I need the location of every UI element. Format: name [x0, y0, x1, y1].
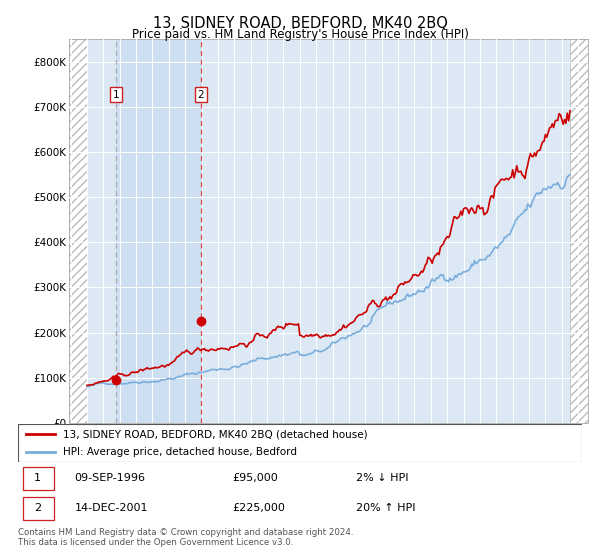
- Text: £225,000: £225,000: [232, 503, 285, 514]
- Text: 09-SEP-1996: 09-SEP-1996: [74, 473, 145, 483]
- Bar: [116, 39, 201, 423]
- Text: 14-DEC-2001: 14-DEC-2001: [74, 503, 148, 514]
- Text: 2: 2: [34, 503, 41, 514]
- Text: Contains HM Land Registry data © Crown copyright and database right 2024.
This d: Contains HM Land Registry data © Crown c…: [18, 528, 353, 547]
- FancyBboxPatch shape: [23, 466, 53, 490]
- Text: 2% ↓ HPI: 2% ↓ HPI: [356, 473, 409, 483]
- FancyBboxPatch shape: [23, 497, 53, 520]
- Text: 13, SIDNEY ROAD, BEDFORD, MK40 2BQ: 13, SIDNEY ROAD, BEDFORD, MK40 2BQ: [152, 16, 448, 31]
- Text: 20% ↑ HPI: 20% ↑ HPI: [356, 503, 416, 514]
- Text: HPI: Average price, detached house, Bedford: HPI: Average price, detached house, Bedf…: [63, 447, 297, 457]
- Text: Price paid vs. HM Land Registry's House Price Index (HPI): Price paid vs. HM Land Registry's House …: [131, 28, 469, 41]
- Text: 2: 2: [197, 90, 204, 100]
- Text: 1: 1: [34, 473, 41, 483]
- Text: 1: 1: [112, 90, 119, 100]
- Text: £95,000: £95,000: [232, 473, 278, 483]
- FancyBboxPatch shape: [18, 424, 582, 462]
- Text: 13, SIDNEY ROAD, BEDFORD, MK40 2BQ (detached house): 13, SIDNEY ROAD, BEDFORD, MK40 2BQ (deta…: [63, 429, 368, 439]
